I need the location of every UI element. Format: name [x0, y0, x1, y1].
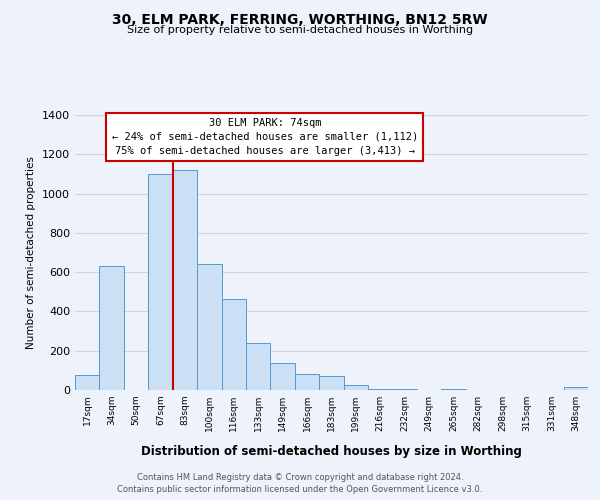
Bar	[221, 298, 246, 390]
Bar	[271, 362, 295, 390]
Bar	[368, 389, 392, 390]
Bar	[246, 343, 271, 390]
Text: 30 ELM PARK: 74sqm
← 24% of semi-detached houses are smaller (1,112)
75% of semi: 30 ELM PARK: 74sqm ← 24% of semi-detache…	[112, 118, 418, 156]
Text: 30, ELM PARK, FERRING, WORTHING, BN12 5RW: 30, ELM PARK, FERRING, WORTHING, BN12 5R…	[112, 12, 488, 26]
Text: Size of property relative to semi-detached houses in Worthing: Size of property relative to semi-detach…	[127, 25, 473, 35]
Bar	[75, 376, 100, 390]
Text: Contains HM Land Registry data © Crown copyright and database right 2024.
Contai: Contains HM Land Registry data © Crown c…	[118, 472, 482, 494]
Bar	[148, 174, 173, 390]
Bar	[392, 389, 417, 390]
Bar	[319, 376, 344, 390]
Bar	[295, 374, 319, 390]
Bar	[197, 264, 221, 390]
Bar	[563, 387, 588, 390]
Bar	[442, 389, 466, 390]
Y-axis label: Number of semi-detached properties: Number of semi-detached properties	[26, 156, 37, 349]
Bar	[173, 170, 197, 390]
Bar	[344, 385, 368, 390]
Bar	[100, 266, 124, 390]
X-axis label: Distribution of semi-detached houses by size in Worthing: Distribution of semi-detached houses by …	[141, 445, 522, 458]
